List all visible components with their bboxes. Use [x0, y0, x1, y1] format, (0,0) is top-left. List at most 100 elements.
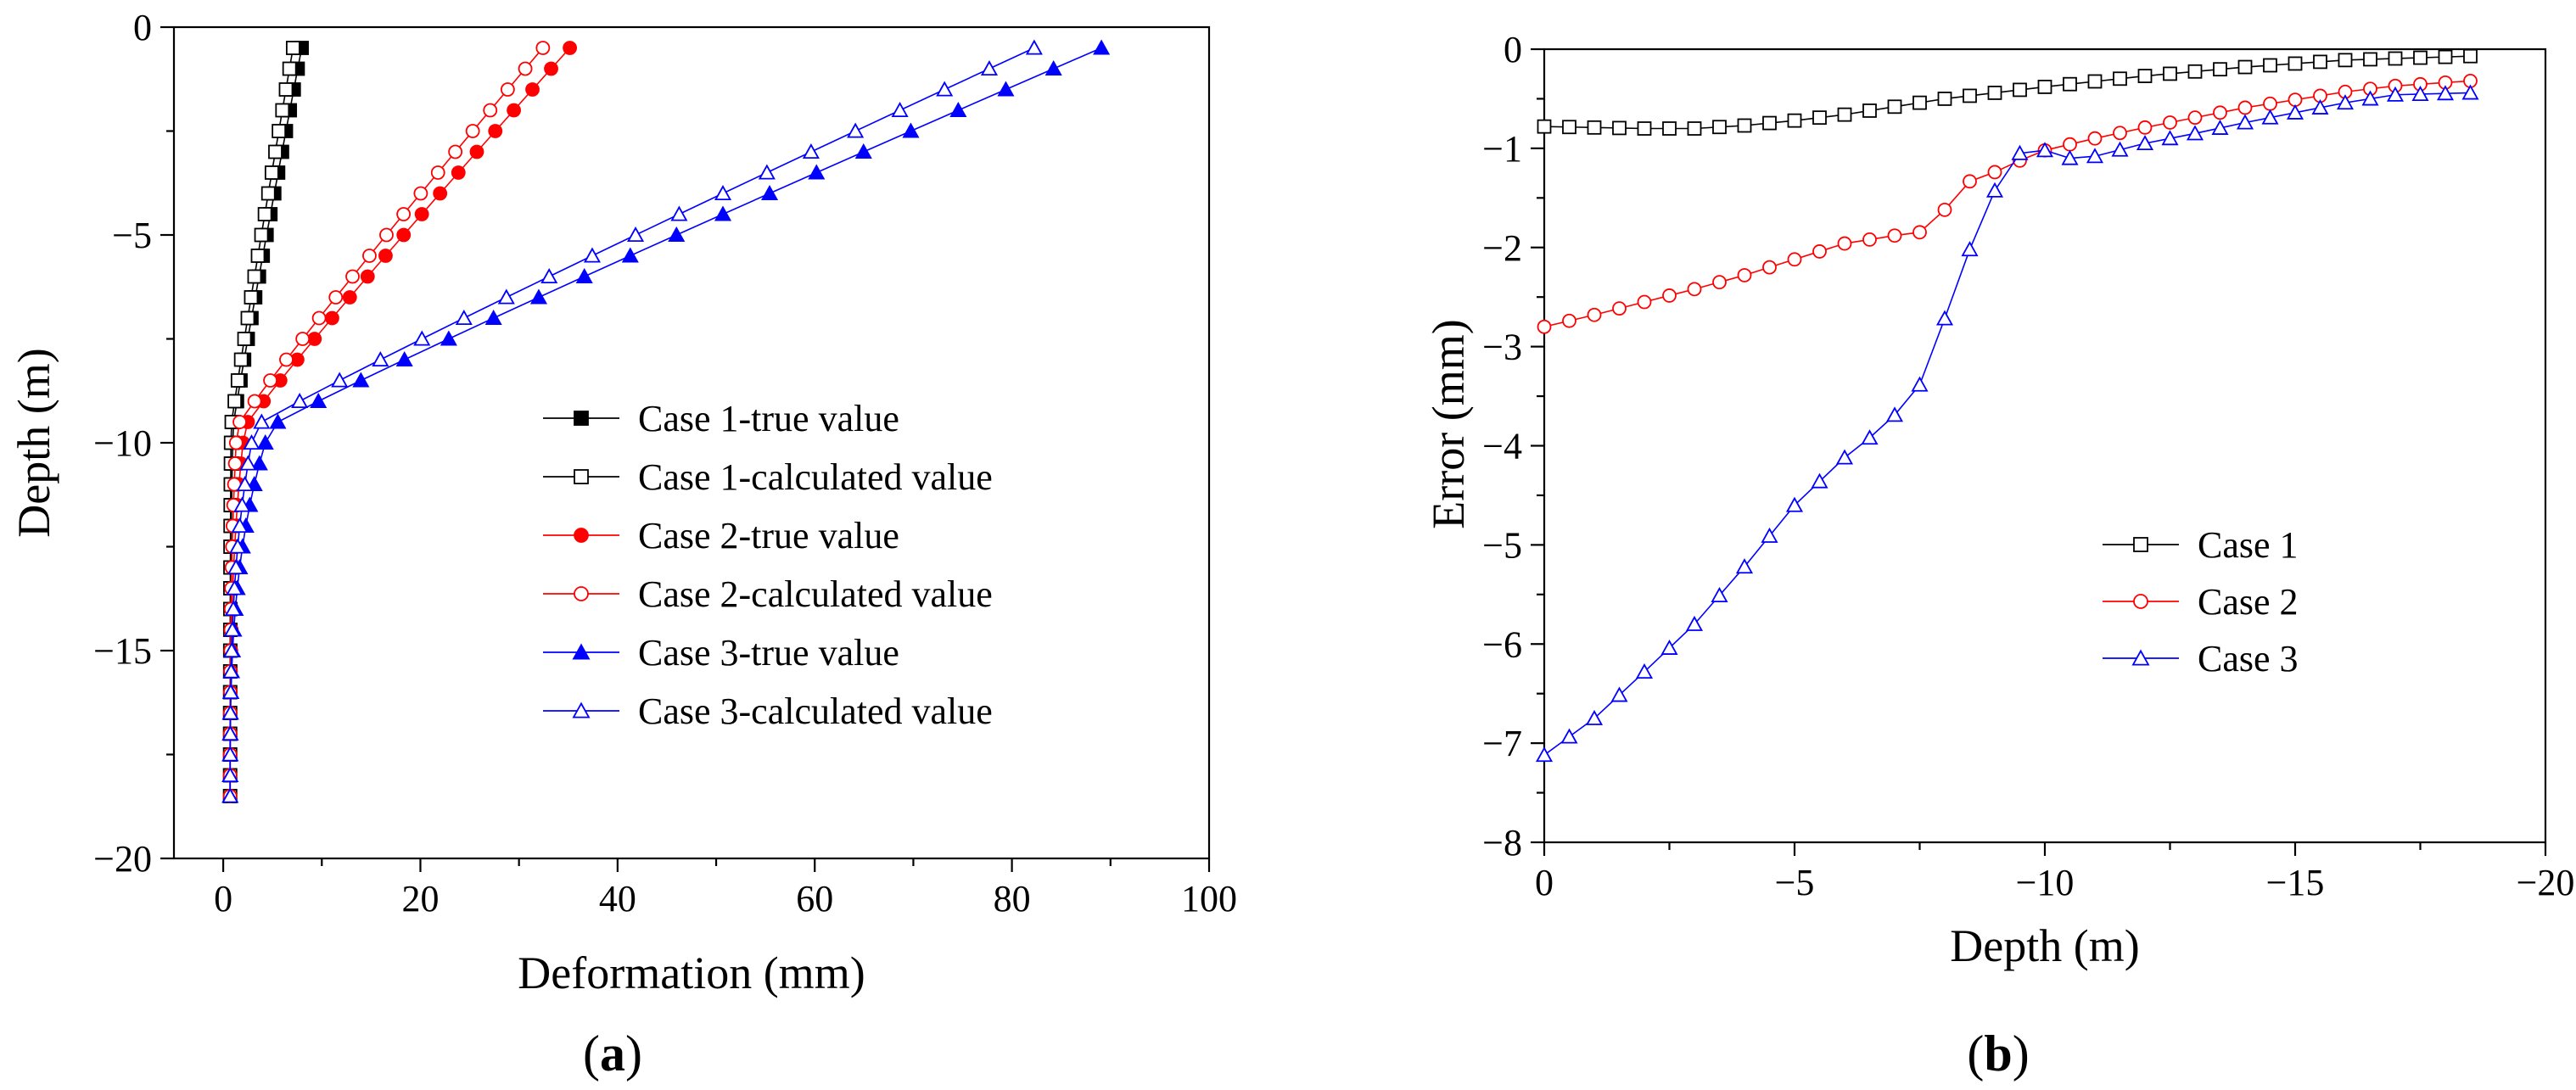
b-data-point — [2436, 85, 2455, 101]
a-data-point — [285, 41, 300, 55]
b-data-point — [1987, 86, 2002, 100]
b-data-point — [2136, 135, 2154, 151]
a-data-point — [250, 455, 268, 471]
b-data-point — [1811, 472, 1828, 489]
b-y-tick-label: −8 — [1482, 822, 1522, 864]
a-data-point — [469, 144, 484, 159]
b-data-point — [1585, 709, 1604, 725]
a-data-point — [328, 290, 344, 305]
b-data-point — [2336, 94, 2355, 110]
b-data-point — [1935, 310, 1954, 326]
b-data-point — [2061, 149, 2079, 165]
b-series-line — [1543, 92, 2471, 756]
a-data-point — [331, 372, 349, 388]
b-x-tick-label: 0 — [1535, 862, 1554, 903]
a-data-point — [269, 413, 287, 429]
b-data-point — [2087, 131, 2103, 146]
b-data-point — [1937, 202, 1952, 217]
a-data-point — [232, 415, 247, 429]
a-data-point — [507, 103, 522, 118]
b-data-point — [2237, 100, 2253, 115]
a-data-point — [228, 435, 244, 450]
b-data-point — [2187, 64, 2203, 79]
b-data-point — [2211, 119, 2229, 135]
a-data-point — [430, 165, 445, 180]
a-legend-marker — [574, 528, 589, 543]
a-legend-label: Case 2-true value — [638, 515, 899, 556]
a-data-point — [253, 413, 271, 429]
b-data-point — [1687, 282, 1702, 297]
b-data-point — [2187, 110, 2203, 126]
b-data-point — [1587, 120, 1602, 135]
a-legend-item: Case 2-true value — [543, 515, 899, 556]
a-series-line — [229, 47, 1035, 797]
a-data-point — [272, 124, 287, 138]
a-data-point — [230, 373, 245, 388]
a-data-point — [231, 517, 249, 534]
a-legend-item: Case 3-calculated value — [543, 690, 993, 732]
b-data-point — [2161, 130, 2179, 146]
b-y-tick-label: −4 — [1482, 426, 1522, 467]
b-data-point — [1937, 92, 1952, 106]
b-data-point — [2363, 52, 2377, 67]
b-data-point — [2263, 58, 2277, 73]
b-data-point — [1711, 587, 1728, 603]
a-data-point — [227, 456, 243, 471]
b-data-point — [2186, 125, 2204, 141]
b-data-point — [1762, 115, 1777, 131]
b-data-point — [1761, 527, 1778, 543]
b-data-point — [1987, 165, 2002, 180]
a-data-point — [229, 538, 247, 554]
a-legend-label: Case 3-true value — [638, 632, 899, 674]
b-data-point — [1612, 301, 1627, 316]
b-data-point — [1912, 95, 1927, 110]
a-data-point — [275, 103, 290, 118]
a-data-point — [233, 496, 251, 512]
b-data-point — [1912, 225, 1927, 240]
b-data-point — [1837, 236, 1852, 251]
a-data-point — [222, 642, 241, 658]
b-data-point — [2086, 148, 2104, 164]
b-y-tick-label: −3 — [1482, 327, 1522, 368]
b-x-tick-label: −20 — [2517, 862, 2575, 903]
b-data-point — [1562, 120, 1576, 135]
b-series-3 — [1535, 84, 2479, 763]
b-data-point — [2413, 50, 2428, 65]
b-data-point — [2311, 98, 2329, 115]
a-y-tick-label: 0 — [133, 7, 152, 48]
a-data-point — [500, 82, 515, 97]
a-legend-marker — [574, 411, 589, 426]
b-data-point — [1785, 496, 1804, 512]
b-data-point — [1610, 686, 1628, 702]
a-x-tick-label: 0 — [214, 878, 232, 920]
b-data-point — [1861, 429, 1879, 445]
a-data-point — [714, 205, 732, 221]
axis-ticks-b: 0 −5 −10 −15 −20 0 −1 −2 −3 −4 −5 −6 −7 −8 — [1482, 29, 2574, 903]
b-data-point — [2386, 86, 2405, 102]
a-data-point — [240, 310, 255, 326]
a-data-point — [257, 207, 272, 221]
panel-label-a-letter: a — [600, 1026, 625, 1082]
a-data-point — [263, 373, 277, 388]
b-x-tick-label: −15 — [2266, 862, 2325, 903]
a-data-point — [936, 81, 954, 97]
a-data-point — [243, 434, 260, 450]
b-data-point — [2388, 51, 2403, 66]
b-data-point — [1637, 121, 1652, 136]
panel-label-a: (a) — [583, 1026, 642, 1082]
b-data-point — [2361, 90, 2379, 106]
series-group-b — [1535, 48, 2479, 763]
a-data-point — [221, 746, 239, 762]
a-data-point — [448, 144, 463, 159]
a-x-tick-label: 80 — [994, 878, 1031, 920]
b-data-point — [1961, 241, 1979, 257]
b-series-2 — [1537, 74, 2478, 334]
b-data-point — [2261, 109, 2279, 125]
a-legend-item: Case 1-true value — [543, 398, 899, 439]
plot-frame-b — [1543, 48, 2547, 844]
b-data-point — [2313, 54, 2327, 70]
a-data-point — [345, 269, 360, 284]
a-data-point — [362, 249, 377, 263]
a-data-point — [997, 81, 1015, 97]
